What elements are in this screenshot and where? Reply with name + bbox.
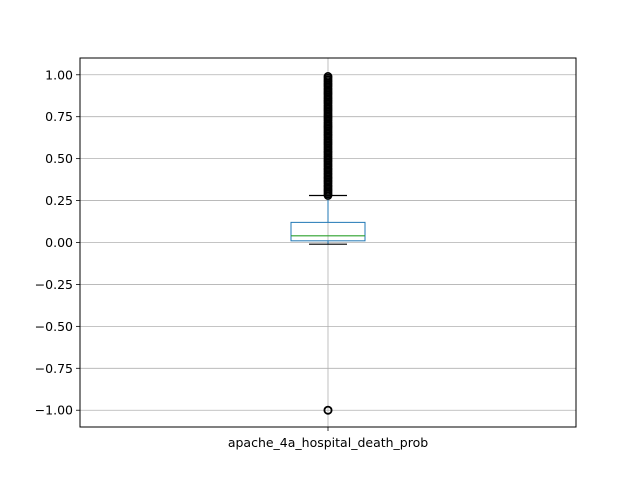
y-axis-ticks: 1.00 0.75 0.50 0.25 0.00 −0.25 −0.50 −0.75 −1.00 — [35, 67, 80, 418]
y-tick-label: 0.25 — [45, 193, 73, 208]
axes-frame — [79, 57, 577, 428]
outlier-point — [323, 405, 333, 415]
outlier-point — [323, 72, 333, 81]
box-group — [290, 72, 366, 415]
y-tick-label: −1.00 — [35, 403, 73, 418]
y-tick-label: 0.50 — [45, 151, 73, 166]
iqr-box — [290, 221, 366, 242]
y-tick-label: −0.25 — [35, 277, 73, 292]
y-tick-label: −0.50 — [35, 319, 73, 334]
y-tick-label: 1.00 — [45, 67, 73, 82]
x-axis-ticks: apache_4a_hospital_death_prob — [228, 427, 428, 450]
x-tick-label: apache_4a_hospital_death_prob — [228, 435, 428, 450]
y-tick-label: 0.00 — [45, 235, 73, 250]
y-tick-label: −0.75 — [35, 361, 73, 376]
y-tick-label: 0.75 — [45, 109, 73, 124]
